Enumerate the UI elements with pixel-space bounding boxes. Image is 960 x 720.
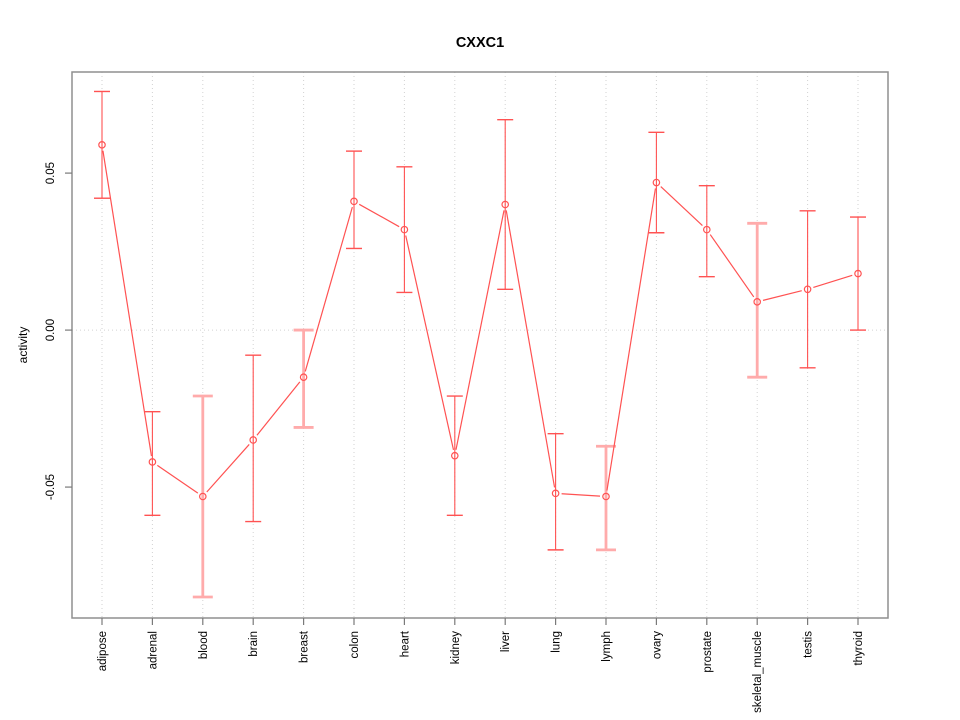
x-tick-label: breast (299, 630, 311, 663)
x-tick-label: ovary (651, 631, 663, 659)
chart-title: CXXC1 (456, 35, 504, 51)
y-tick-label: 0.00 (45, 319, 57, 341)
error-bar (144, 411, 161, 517)
data-series-layer (94, 90, 866, 599)
x-tick-label: lung (551, 631, 563, 653)
series-line-segment (455, 210, 505, 450)
y-axis-label: activity (16, 327, 30, 364)
x-tick-label: blood (198, 631, 210, 659)
grid-layer (72, 72, 888, 618)
error-bar (396, 166, 413, 294)
x-tick-label: skeletal_muscle (752, 631, 764, 713)
series-line-segment (505, 210, 556, 488)
data-point-marker (602, 492, 610, 501)
data-point-marker (299, 373, 308, 381)
series-line-segment (256, 381, 301, 436)
data-point-marker (803, 285, 812, 294)
data-point-marker (854, 269, 862, 278)
error-bar (245, 354, 262, 523)
data-point-marker (501, 200, 510, 209)
data-point-marker (753, 298, 762, 306)
error-bar (94, 90, 110, 199)
error-bar (547, 432, 564, 551)
series-line-segment (304, 206, 353, 372)
series-line-segment (102, 150, 153, 457)
data-point-marker (450, 451, 459, 460)
data-point-marker (148, 458, 157, 466)
error-bar (293, 328, 314, 429)
series-line-segment (813, 274, 853, 289)
series-line-segment (606, 188, 657, 491)
x-tick-label: colon (349, 631, 361, 659)
x-tick-label: heart (399, 630, 411, 657)
data-point-marker (98, 141, 106, 149)
x-tick-label: liver (500, 631, 512, 652)
error-bar (446, 395, 463, 517)
series-line-segment (561, 493, 601, 497)
x-tick-label: prostate (702, 631, 714, 673)
y-tick-label: 0.05 (45, 162, 57, 184)
x-tick-label: kidney (450, 631, 462, 664)
series-line-segment (157, 464, 199, 494)
x-tick-label: testis (803, 631, 815, 658)
x-tick-label: adipose (97, 631, 109, 671)
data-point-marker (400, 225, 409, 234)
series-line-segment (762, 290, 802, 301)
series-line-segment (709, 234, 755, 298)
error-bar (850, 216, 866, 331)
y-tick-label: -0.05 (45, 474, 57, 500)
x-tick-label: adrenal (147, 631, 159, 669)
series-line-segment (358, 203, 400, 228)
error-bar (698, 184, 715, 278)
error-bar (497, 119, 514, 290)
data-point-marker (350, 197, 358, 206)
x-tick-label: lymph (601, 631, 613, 662)
data-point-marker (652, 178, 661, 187)
error-bar (799, 210, 816, 369)
plot-box (71, 71, 889, 619)
series-line-segment (405, 235, 455, 450)
x-tick-label: brain (248, 631, 260, 657)
error-bar (192, 394, 213, 599)
series-line-segment (660, 186, 703, 226)
data-point-marker (551, 489, 560, 498)
error-bar (346, 150, 362, 250)
error-bar (596, 444, 616, 552)
error-bar (747, 221, 768, 379)
data-point-marker (702, 225, 711, 234)
x-tick-label: thyroid (853, 631, 865, 666)
error-bar (648, 131, 665, 234)
data-point-marker (249, 436, 258, 444)
series-line-segment (206, 444, 250, 493)
axis-layer: 0.05 0.00 -0.05 adipose adrenal blood brain bre… (45, 71, 889, 713)
data-point-marker (199, 492, 207, 501)
